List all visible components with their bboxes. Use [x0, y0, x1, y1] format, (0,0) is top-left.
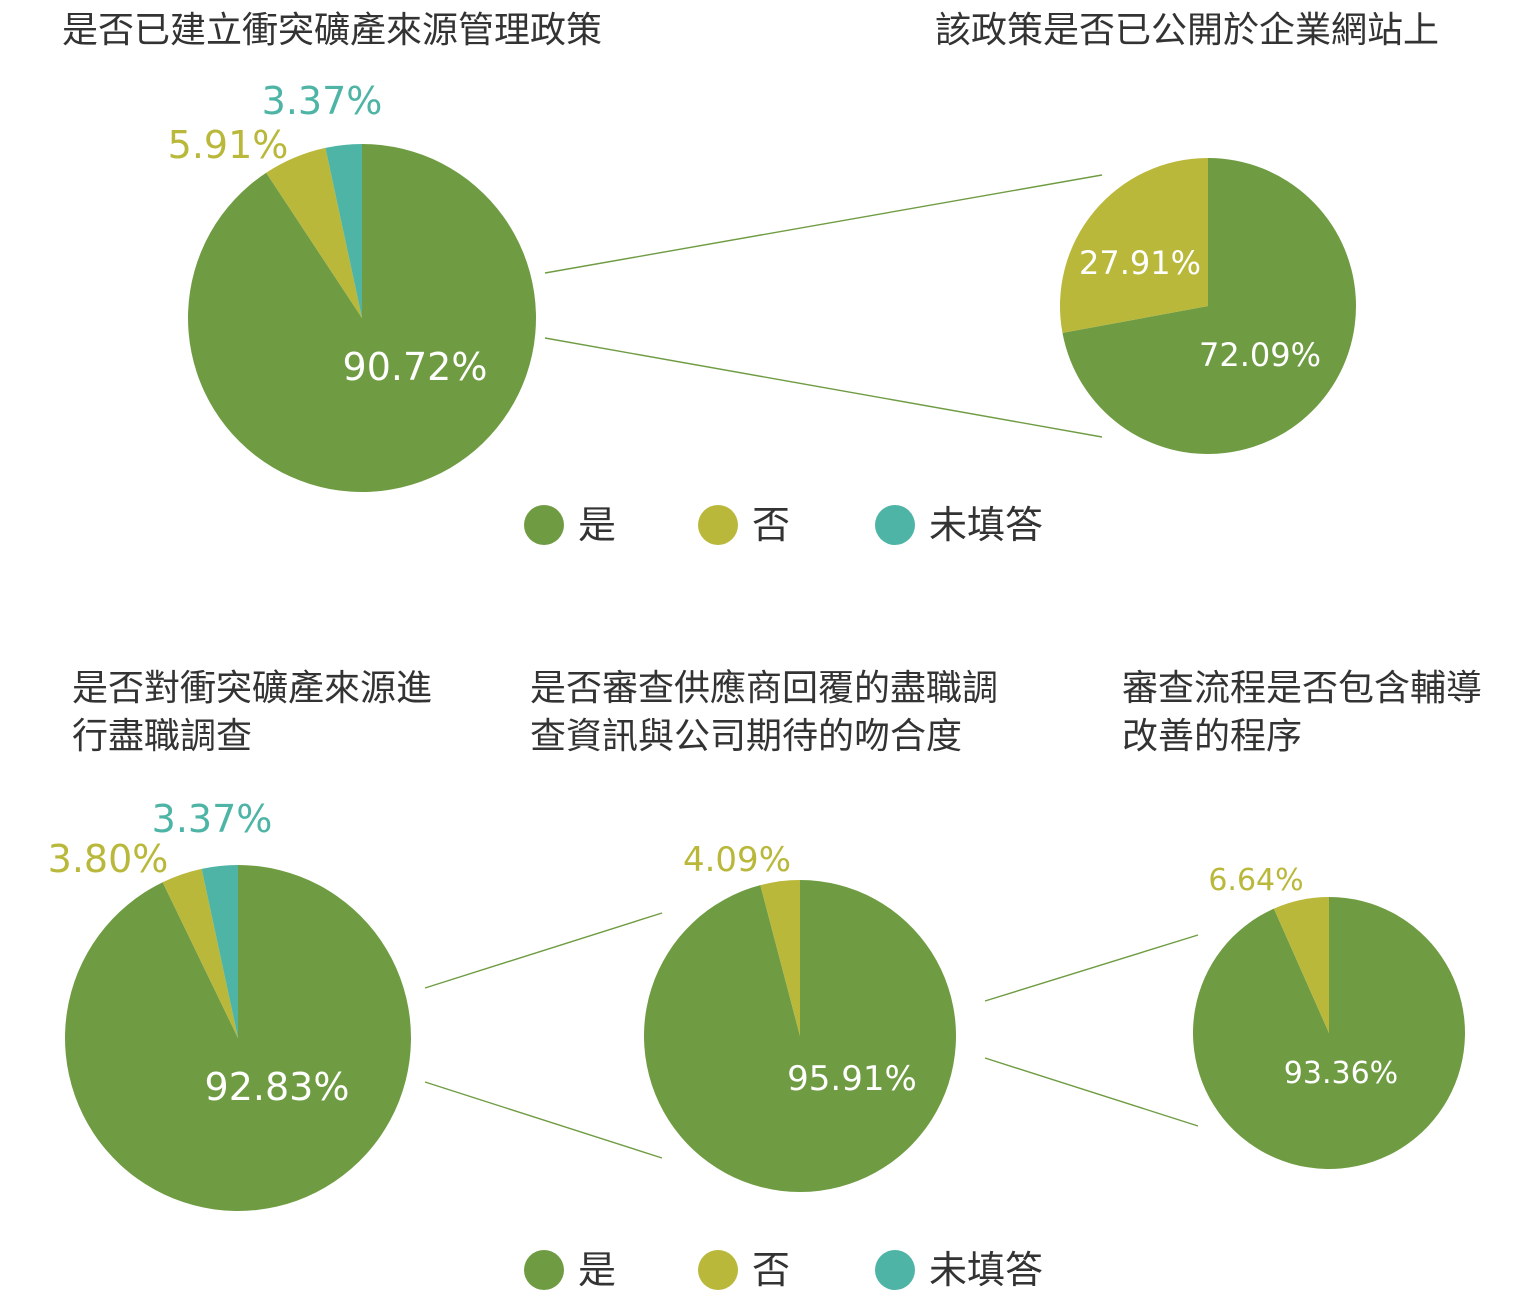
- pie-slice-no: [1060, 158, 1208, 333]
- data-label-yes: 95.91%: [787, 1059, 917, 1099]
- data-label-no: 5.91%: [168, 123, 289, 167]
- connector-line: [544, 174, 1103, 274]
- connector-line: [984, 1057, 1199, 1127]
- chart-4-title-line-1: 是否審查供應商回覆的盡職調: [530, 668, 998, 709]
- data-label-blank: 3.37%: [152, 797, 273, 841]
- pie-slice-blank: [201, 865, 238, 1038]
- legend-label-no: 否: [752, 1248, 790, 1292]
- chart-4-title-line-2: 查資訊與公司期待的吻合度: [530, 716, 962, 757]
- pie-slice-yes: [1062, 158, 1357, 454]
- legend-swatch-no: [698, 505, 738, 545]
- pie-slice-no: [1273, 897, 1329, 1033]
- chart-5-title-line-1: 審查流程是否包含輔導: [1122, 668, 1482, 709]
- pie-slice-yes: [64, 865, 411, 1212]
- data-label-no: 3.80%: [48, 837, 169, 881]
- pie-slice-no: [266, 147, 362, 318]
- data-label-no: 6.64%: [1208, 863, 1303, 898]
- legend-swatch-blank: [875, 1250, 915, 1290]
- chart-3-title-line-2: 行盡職調查: [72, 716, 252, 757]
- legend-swatch-yes: [524, 1250, 564, 1290]
- legend-label-yes: 是: [578, 503, 616, 547]
- connector-line: [424, 912, 663, 989]
- pie-chart-due-diligence: 92.83% 3.80%3.37%: [48, 797, 411, 1212]
- data-label-yes: 72.09%: [1199, 336, 1321, 374]
- data-label-no: 4.09%: [683, 840, 791, 880]
- data-label-yes: 90.72%: [343, 345, 488, 389]
- connector-line: [984, 934, 1199, 1002]
- legend-label-yes: 是: [578, 1248, 616, 1292]
- legend-swatch-blank: [875, 505, 915, 545]
- pie-slice-no: [162, 868, 238, 1038]
- pie-slice-no: [760, 880, 800, 1036]
- chart-2-title: 該政策是否已公開於企業網站上: [935, 10, 1439, 51]
- data-label-blank: 3.37%: [262, 79, 383, 123]
- legend-label-blank: 未填答: [929, 503, 1043, 547]
- chart-3-title-line-1: 是否對衝突礦產來源進: [72, 668, 432, 709]
- data-label-no: 27.91%: [1079, 244, 1201, 282]
- pie-chart-improvement-procedure: 93.36% 6.64%: [1193, 863, 1465, 1169]
- legend-bottom: 是 否 未填答: [524, 1248, 1043, 1292]
- pie-slice-blank: [325, 144, 362, 318]
- connector-line: [544, 337, 1103, 438]
- legend-swatch-no: [698, 1250, 738, 1290]
- legend-label-no: 否: [752, 503, 790, 547]
- pie-chart-policy-published: 72.09% 27.91%: [1060, 158, 1357, 454]
- legend-swatch-yes: [524, 505, 564, 545]
- pie-chart-supplier-review: 95.91% 4.09%: [644, 840, 957, 1192]
- data-label-yes: 92.83%: [205, 1065, 350, 1109]
- chart-1-title: 是否已建立衝突礦產來源管理政策: [62, 10, 602, 51]
- pie-slice-yes: [644, 880, 957, 1192]
- legend-label-blank: 未填答: [929, 1248, 1043, 1292]
- pie-chart-conflict-minerals-policy: 90.72% 5.91%3.37%: [168, 79, 537, 492]
- legend-top: 是 否 未填答: [524, 503, 1043, 547]
- chart-5-title-line-2: 改善的程序: [1122, 716, 1302, 757]
- connector-line: [424, 1081, 663, 1159]
- data-label-yes: 93.36%: [1284, 1056, 1398, 1091]
